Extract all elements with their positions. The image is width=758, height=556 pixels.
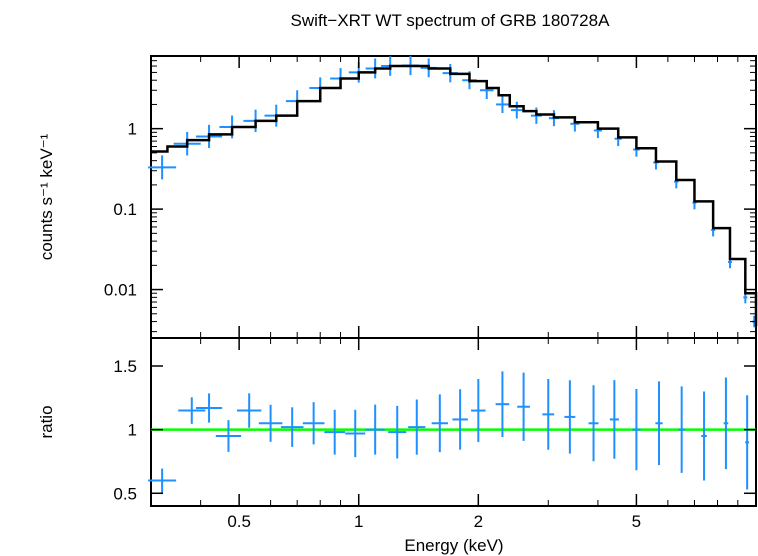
data-point xyxy=(678,386,685,473)
data-point xyxy=(632,389,641,471)
y-tick-label: 1 xyxy=(128,421,137,440)
top-y-ticks: 0.01 0.1 1 xyxy=(104,55,756,333)
data-point xyxy=(701,391,707,481)
model-step-line xyxy=(151,64,758,327)
data-point xyxy=(388,405,407,459)
data-point xyxy=(431,394,448,453)
y-tick-label: 1 xyxy=(128,120,137,139)
bottom-x-ticks: 0.5 1 2 5 xyxy=(150,56,739,531)
y-tick-label: 1.5 xyxy=(113,357,137,376)
data-point xyxy=(471,379,486,443)
data-point xyxy=(588,385,599,462)
top-series-layer xyxy=(148,55,758,328)
x-tick-label: 2 xyxy=(474,512,483,531)
data-point xyxy=(258,404,283,442)
bottom-panel-frame xyxy=(150,337,757,507)
bottom-series-layer xyxy=(148,371,756,493)
x-axis-label: Energy (keV) xyxy=(404,536,503,555)
data-point xyxy=(495,371,510,437)
x-tick-label: 1 xyxy=(354,512,363,531)
data-point xyxy=(148,468,177,493)
data-point xyxy=(302,402,325,445)
top-panel-frame xyxy=(150,55,757,339)
data-point xyxy=(365,404,385,455)
bottom-panel: 0.5 1 1.5 0.5 1 2 5 ratio Energy (keV) xyxy=(37,56,757,555)
data-point xyxy=(745,395,750,490)
top-panel: 0.01 0.1 1 counts s⁻¹ keV⁻¹ xyxy=(37,55,758,339)
data-point xyxy=(324,409,346,455)
y-tick-label: 0.01 xyxy=(104,281,137,300)
data-point xyxy=(452,389,468,450)
data-point xyxy=(178,397,206,424)
y-tick-label: 0.5 xyxy=(113,484,137,503)
data-point xyxy=(517,372,530,441)
data-point xyxy=(723,377,729,470)
data-point xyxy=(542,378,555,450)
top-y-axis-label: counts s⁻¹ keV⁻¹ xyxy=(37,133,56,260)
data-point xyxy=(564,380,576,454)
x-tick-label: 5 xyxy=(632,512,641,531)
data-point xyxy=(148,155,177,180)
bottom-y-ticks: 0.5 1 1.5 xyxy=(113,357,756,503)
data-point xyxy=(280,407,304,447)
data-point xyxy=(345,409,366,458)
data-point xyxy=(215,420,242,452)
data-point xyxy=(408,399,426,455)
data-point xyxy=(655,381,663,466)
chart-title: Swift−XRT WT spectrum of GRB 180728A xyxy=(291,11,611,30)
data-point xyxy=(609,380,619,459)
bottom-y-axis-label: ratio xyxy=(37,405,56,438)
data-point xyxy=(510,101,523,119)
y-tick-label: 0.1 xyxy=(113,200,137,219)
data-point xyxy=(496,95,509,114)
x-tick-label: 0.5 xyxy=(227,512,251,531)
data-point xyxy=(236,393,262,428)
data-point xyxy=(195,393,223,423)
